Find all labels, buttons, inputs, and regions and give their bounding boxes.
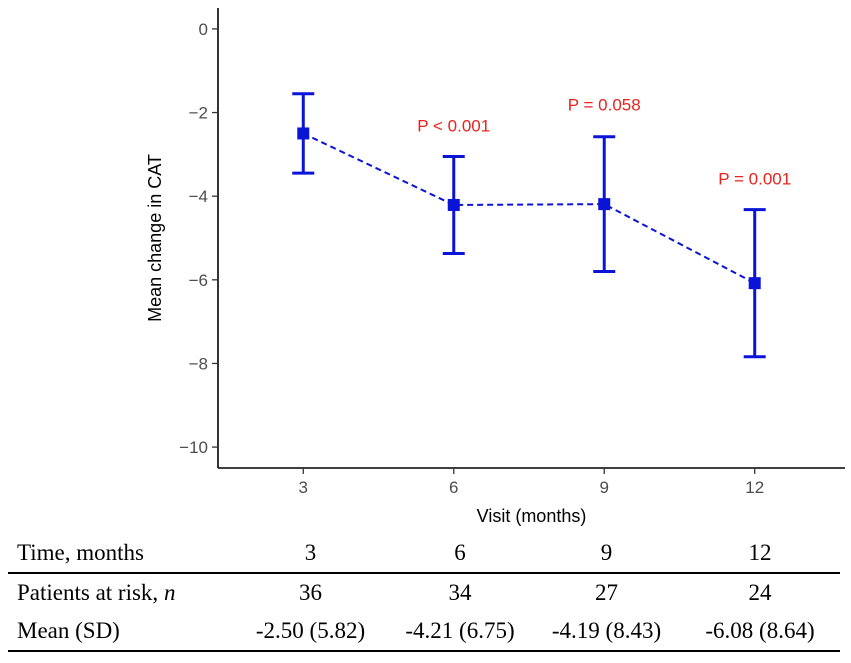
header-cell: 3 (234, 534, 387, 574)
header-cell: 6 (387, 534, 533, 574)
data-point (447, 198, 460, 211)
data-point (598, 198, 611, 211)
header-label: Time, months (8, 534, 234, 574)
data-point (748, 277, 761, 290)
data-marks (292, 92, 766, 359)
y-tick-label: −10 (179, 438, 208, 457)
table-row: Patients at risk, n 36 34 27 24 (8, 573, 840, 612)
row-label: Patients at risk, n (8, 573, 234, 612)
risk-table: Time, months 3 6 9 12 Patients at risk, … (8, 534, 840, 652)
row-label-text: Mean (SD) (17, 618, 120, 643)
y-tick-label: −8 (189, 354, 208, 373)
y-tick-label: −6 (189, 271, 208, 290)
p-value-annotation: P < 0.001 (417, 116, 490, 135)
chart: 0 −2 −4 −6 −8 −10 3 6 9 12 Visit (months) Mean chan… (145, 8, 845, 526)
data-point (297, 127, 310, 140)
table-row: Mean (SD) -2.50 (5.82) -4.21 (6.75) -4.1… (8, 612, 840, 652)
x-axis-title: Visit (months) (477, 506, 587, 526)
x-tick-label: 3 (299, 478, 308, 497)
table-cell: 24 (748, 580, 772, 605)
y-tick-label: −4 (189, 187, 208, 206)
row-label-text: Patients at risk, (17, 580, 164, 605)
y-axis-title: Mean change in CAT (145, 154, 165, 322)
table-header-row: Time, months 3 6 9 12 (8, 534, 840, 574)
table-cell: -6.08 (8.64) (680, 612, 840, 652)
x-tick-label: 6 (449, 478, 458, 497)
table-cell: -4.19 (8.43) (533, 612, 680, 652)
table-cell: -2.50 (5.82) (234, 612, 387, 652)
y-tick-label: 0 (199, 20, 208, 39)
series-line (302, 132, 756, 285)
y-tick-label: −2 (189, 104, 208, 123)
annotations: P < 0.001 P = 0.058 P = 0.001 (417, 95, 791, 188)
x-tick-label: 9 (599, 478, 608, 497)
header-cell: 9 (533, 534, 680, 574)
p-value-annotation: P = 0.058 (568, 95, 641, 114)
table-cell: 36 (299, 580, 322, 605)
axes: 0 −2 −4 −6 −8 −10 3 6 9 12 Visit (months) Mean chan… (145, 8, 845, 526)
x-tick-label: 12 (745, 478, 764, 497)
row-label: Mean (SD) (8, 612, 234, 652)
table-cell: 27 (595, 580, 618, 605)
p-value-annotation: P = 0.001 (718, 169, 791, 188)
row-label-italic: n (163, 580, 176, 605)
header-cell: 12 (680, 534, 840, 574)
table-cell: 34 (448, 580, 472, 605)
table-cell: -4.21 (6.75) (387, 612, 533, 652)
